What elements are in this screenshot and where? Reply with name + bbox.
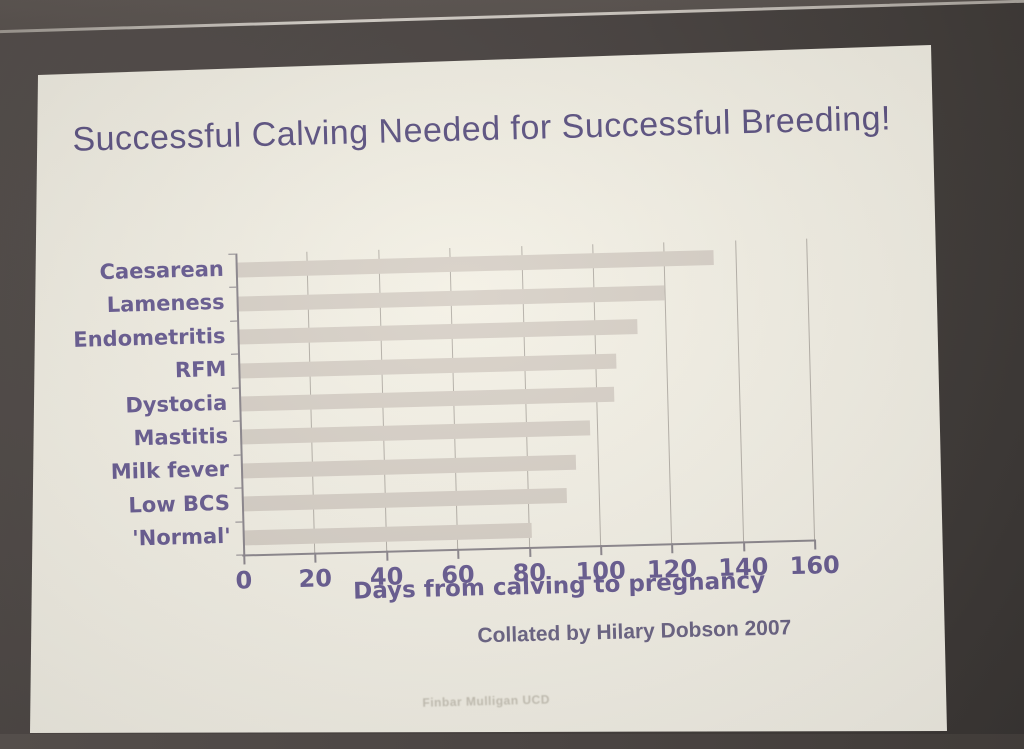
y-tick-9 — [236, 554, 244, 556]
x-tick-80 — [528, 546, 531, 557]
category-label: Milk fever — [110, 457, 230, 485]
y-tick-8 — [235, 521, 243, 523]
category-label: Mastitis — [133, 423, 229, 451]
category-label: Low BCS — [128, 490, 231, 518]
x-tick-0 — [243, 554, 246, 565]
x-tick-40 — [385, 550, 389, 561]
slide: Successful Calving Needed for Successful… — [30, 45, 947, 733]
category-label: Caesarean — [99, 256, 225, 284]
y-tick-0 — [228, 253, 236, 255]
x-tick-120 — [671, 543, 674, 554]
category-label: Dystocia — [125, 390, 228, 418]
x-tick-160 — [814, 539, 817, 550]
gridline-160 — [806, 238, 816, 540]
x-tick-140 — [742, 541, 745, 552]
category-label: Endometritis — [73, 323, 226, 352]
x-tick-20 — [314, 552, 317, 563]
y-tick-2 — [230, 320, 238, 322]
y-tick-6 — [233, 454, 241, 456]
gridline-140 — [734, 240, 744, 542]
y-tick-5 — [232, 420, 240, 422]
bar-low-bcs — [241, 488, 567, 512]
bar-dystocia — [239, 386, 615, 412]
category-label: RFM — [174, 356, 227, 383]
y-tick-7 — [234, 487, 242, 489]
bar-endometritis — [237, 319, 638, 345]
x-tick-60 — [457, 548, 460, 559]
photo-of-projected-slide: { "slide": { "title": "Successful Calvin… — [0, 0, 1024, 734]
category-label: Lameness — [106, 290, 225, 318]
x-tick-100 — [599, 545, 603, 556]
gridline-120 — [663, 242, 673, 544]
y-tick-4 — [231, 387, 239, 389]
bar--normal- — [242, 522, 532, 546]
slide-content: Successful Calving Needed for Successful… — [30, 45, 947, 733]
x-tick-label-0: 0 — [235, 566, 253, 595]
bar-rfm — [238, 353, 617, 379]
y-tick-1 — [229, 287, 237, 289]
bar-mastitis — [239, 420, 590, 445]
category-label: 'Normal' — [131, 524, 232, 551]
y-tick-3 — [230, 353, 239, 356]
